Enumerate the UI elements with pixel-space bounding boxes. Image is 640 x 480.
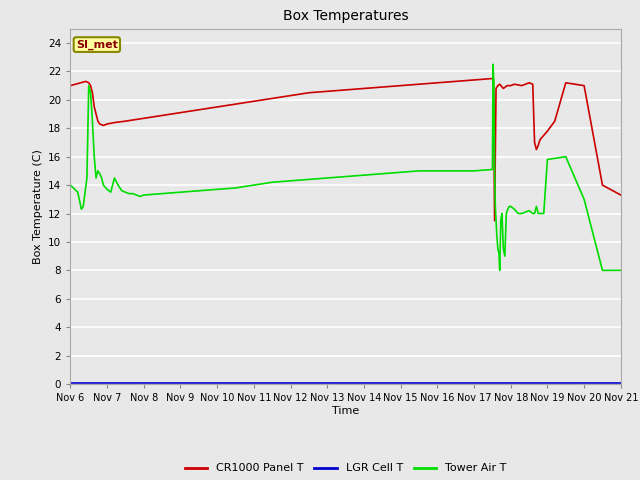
Y-axis label: Box Temperature (C): Box Temperature (C) — [33, 149, 43, 264]
Tower Air T — [125, 191, 133, 196]
CR1000 Panel T — [82, 79, 90, 84]
CR1000 Panel T — [488, 76, 496, 82]
Legend: CR1000 Panel T, LGR Cell T, Tower Air T: CR1000 Panel T, LGR Cell T, Tower Air T — [180, 459, 511, 478]
Text: SI_met: SI_met — [76, 39, 118, 50]
CR1000 Panel T — [617, 192, 625, 198]
CR1000 Panel T — [67, 83, 74, 88]
Line: Tower Air T: Tower Air T — [70, 64, 621, 270]
Tower Air T — [490, 83, 498, 88]
Tower Air T — [67, 182, 74, 188]
CR1000 Panel T — [491, 218, 499, 224]
CR1000 Panel T — [529, 81, 536, 87]
Tower Air T — [489, 61, 497, 67]
Tower Air T — [268, 180, 276, 185]
Tower Air T — [250, 182, 258, 188]
Tower Air T — [504, 206, 511, 212]
Line: CR1000 Panel T: CR1000 Panel T — [70, 79, 621, 221]
X-axis label: Time: Time — [332, 406, 359, 416]
CR1000 Panel T — [470, 77, 478, 83]
Tower Air T — [118, 188, 125, 193]
CR1000 Panel T — [500, 85, 508, 91]
Tower Air T — [617, 267, 625, 273]
Tower Air T — [496, 267, 504, 273]
Title: Box Temperatures: Box Temperatures — [283, 10, 408, 24]
CR1000 Panel T — [494, 83, 502, 88]
CR1000 Panel T — [268, 96, 276, 101]
